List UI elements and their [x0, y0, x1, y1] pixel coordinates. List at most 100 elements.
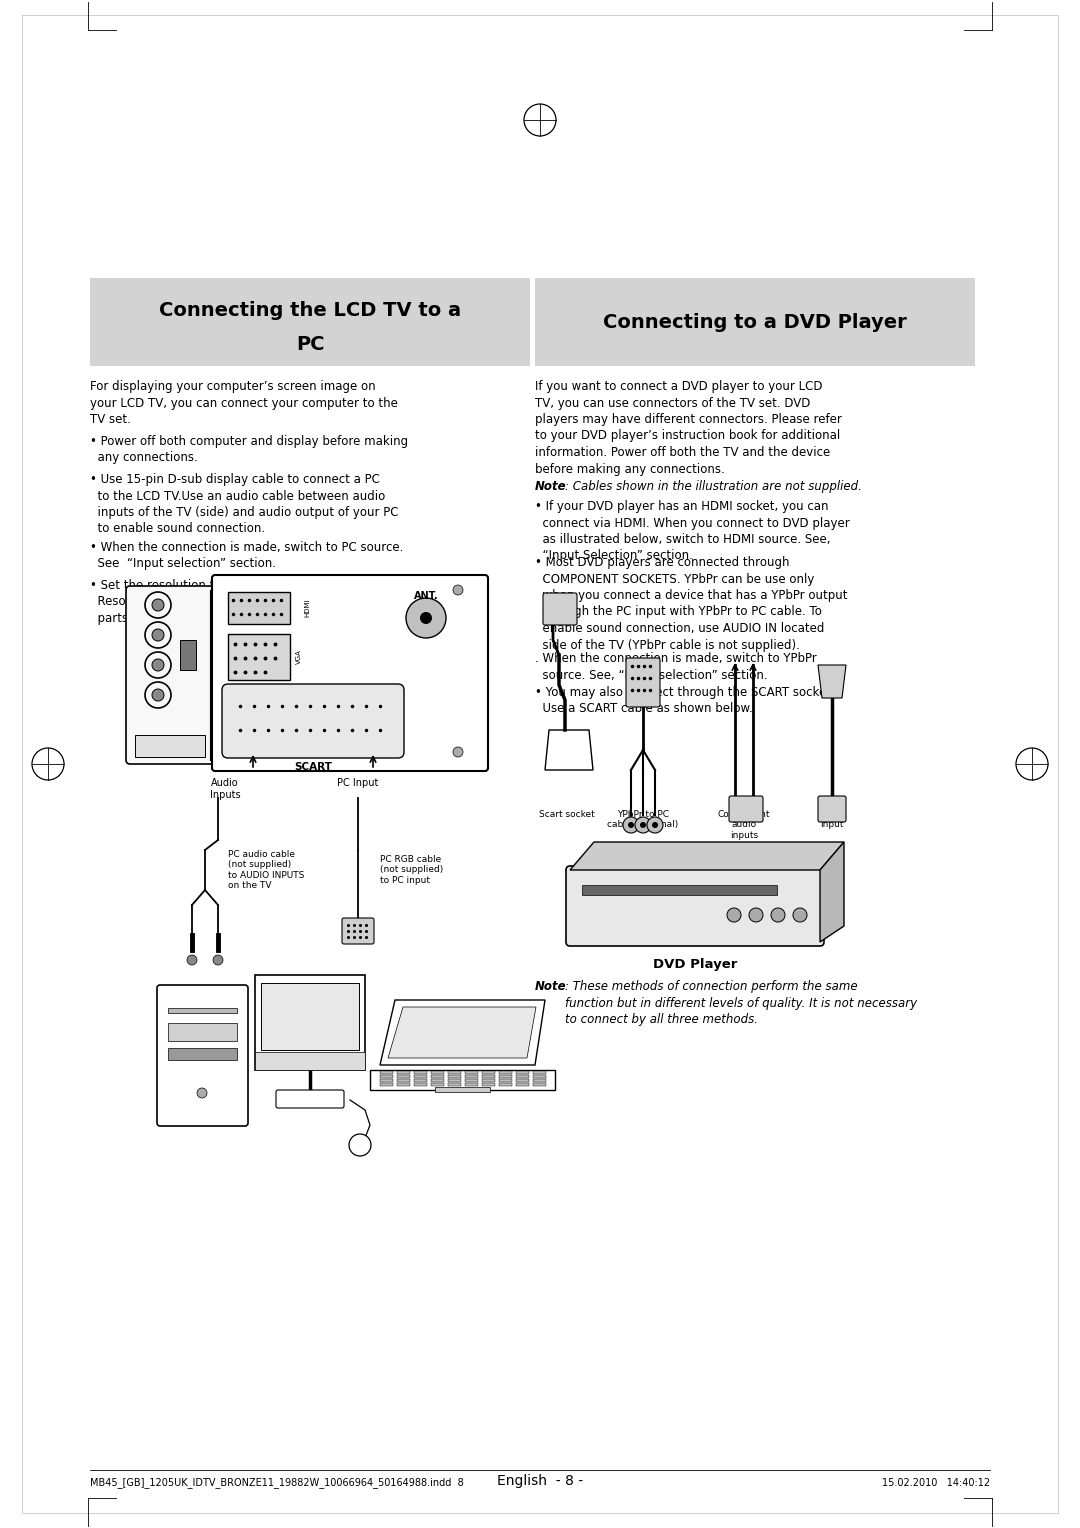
Text: . When the connection is made, switch to YPbPr
  source. See, “Input selection” : . When the connection is made, switch to…	[535, 652, 816, 681]
Text: • If your DVD player has an HDMI socket, you can
  connect via HDMI. When you co: • If your DVD player has an HDMI socket,…	[535, 500, 850, 562]
Bar	[534, 1071, 546, 1074]
Bar	[380, 1083, 393, 1086]
Bar	[534, 1083, 546, 1086]
Bar	[90, 278, 530, 367]
Bar	[431, 1079, 444, 1082]
Text: Note: Note	[535, 979, 567, 993]
Circle shape	[420, 613, 432, 623]
Bar	[380, 1076, 393, 1077]
Text: Note: Note	[535, 480, 567, 494]
Bar	[168, 1024, 237, 1041]
Text: DVD Player: DVD Player	[652, 958, 738, 970]
Text: For displaying your computer’s screen image on
your LCD TV, you can connect your: For displaying your computer’s screen im…	[90, 380, 397, 426]
Text: HDMI
input: HDMI input	[820, 810, 843, 830]
Circle shape	[750, 908, 762, 921]
FancyBboxPatch shape	[342, 918, 374, 944]
Text: VGA: VGA	[296, 649, 302, 665]
Bar	[465, 1079, 478, 1082]
Bar	[255, 975, 365, 1070]
Bar	[465, 1076, 478, 1077]
Circle shape	[187, 955, 197, 966]
Bar	[397, 1071, 410, 1074]
Text: : These methods of connection perform the same
function but in different levels : : These methods of connection perform th…	[565, 979, 917, 1025]
Text: SCART: SCART	[294, 762, 332, 772]
FancyBboxPatch shape	[818, 796, 846, 822]
Bar	[482, 1076, 495, 1077]
Text: PC audio cable
(not supplied)
to AUDIO INPUTS
on the TV: PC audio cable (not supplied) to AUDIO I…	[228, 850, 305, 891]
Text: Connecting to a DVD Player: Connecting to a DVD Player	[603, 313, 907, 332]
Text: PC Input: PC Input	[337, 778, 379, 788]
Bar	[431, 1071, 444, 1074]
Text: Component
audio
inputs: Component audio inputs	[718, 810, 770, 840]
Bar	[465, 1071, 478, 1074]
Bar	[168, 1008, 237, 1013]
Text: PC: PC	[296, 335, 324, 353]
FancyBboxPatch shape	[729, 796, 762, 822]
Text: : Cables shown in the illustration are not supplied.: : Cables shown in the illustration are n…	[565, 480, 862, 494]
Circle shape	[647, 817, 663, 833]
Polygon shape	[380, 999, 545, 1065]
Circle shape	[453, 585, 463, 594]
Bar	[499, 1071, 512, 1074]
Text: • Power off both computer and display before making
  any connections.: • Power off both computer and display be…	[90, 435, 408, 465]
FancyBboxPatch shape	[222, 685, 404, 758]
Bar	[414, 1071, 427, 1074]
Circle shape	[640, 822, 646, 828]
Bar	[135, 735, 205, 756]
FancyBboxPatch shape	[543, 593, 577, 625]
Text: • You may also connect through the SCART socket.
  Use a SCART cable as shown be: • You may also connect through the SCART…	[535, 686, 835, 715]
Text: • When the connection is made, switch to PC source.
  See  “Input selection” sec: • When the connection is made, switch to…	[90, 541, 403, 570]
Bar	[534, 1079, 546, 1082]
Text: • Use 15-pin D-sub display cable to connect a PC
  to the LCD TV.Use an audio ca: • Use 15-pin D-sub display cable to conn…	[90, 474, 399, 535]
Circle shape	[152, 659, 164, 671]
Bar	[448, 1071, 461, 1074]
Bar	[448, 1079, 461, 1082]
Bar	[499, 1079, 512, 1082]
FancyBboxPatch shape	[626, 659, 660, 707]
Bar	[448, 1083, 461, 1086]
Text: • Set the resolution that suits your viewing requirements.
  Resolution informat: • Set the resolution that suits your vie…	[90, 579, 432, 625]
Bar	[499, 1083, 512, 1086]
Bar	[535, 278, 975, 367]
Circle shape	[152, 599, 164, 611]
Bar	[380, 1079, 393, 1082]
Bar	[261, 983, 359, 1050]
Text: If you want to connect a DVD player to your LCD
TV, you can use connectors of th: If you want to connect a DVD player to y…	[535, 380, 842, 475]
Bar	[516, 1079, 529, 1082]
Circle shape	[197, 1088, 207, 1099]
Text: YPbPr to PC
cable (optional): YPbPr to PC cable (optional)	[607, 810, 678, 830]
Circle shape	[627, 822, 634, 828]
Bar	[228, 591, 291, 623]
Bar	[414, 1076, 427, 1077]
Bar	[431, 1076, 444, 1077]
Bar	[482, 1083, 495, 1086]
Circle shape	[349, 1134, 372, 1157]
Circle shape	[635, 817, 651, 833]
Bar	[397, 1079, 410, 1082]
FancyBboxPatch shape	[157, 986, 248, 1126]
Text: Connecting the LCD TV to a: Connecting the LCD TV to a	[159, 301, 461, 321]
Circle shape	[652, 822, 658, 828]
Text: Scart socket: Scart socket	[539, 810, 595, 819]
Text: PC RGB cable
(not supplied)
to PC input: PC RGB cable (not supplied) to PC input	[380, 856, 443, 885]
Circle shape	[406, 597, 446, 639]
Bar	[228, 634, 291, 680]
Bar	[482, 1071, 495, 1074]
Circle shape	[453, 747, 463, 756]
Text: MB45_[GB]_1205UK_IDTV_BRONZE11_19882W_10066964_50164988.indd  8: MB45_[GB]_1205UK_IDTV_BRONZE11_19882W_10…	[90, 1478, 463, 1488]
Bar	[414, 1079, 427, 1082]
Circle shape	[623, 817, 639, 833]
Bar	[516, 1076, 529, 1077]
FancyBboxPatch shape	[566, 866, 824, 946]
Bar	[516, 1071, 529, 1074]
Bar	[414, 1083, 427, 1086]
Polygon shape	[545, 730, 593, 770]
Polygon shape	[818, 665, 846, 698]
Bar	[534, 1076, 546, 1077]
Bar	[180, 640, 195, 669]
Bar	[582, 885, 777, 895]
Bar	[168, 1048, 237, 1060]
FancyBboxPatch shape	[212, 575, 488, 772]
FancyBboxPatch shape	[126, 587, 214, 764]
Text: Audio
Inputs: Audio Inputs	[210, 778, 241, 799]
